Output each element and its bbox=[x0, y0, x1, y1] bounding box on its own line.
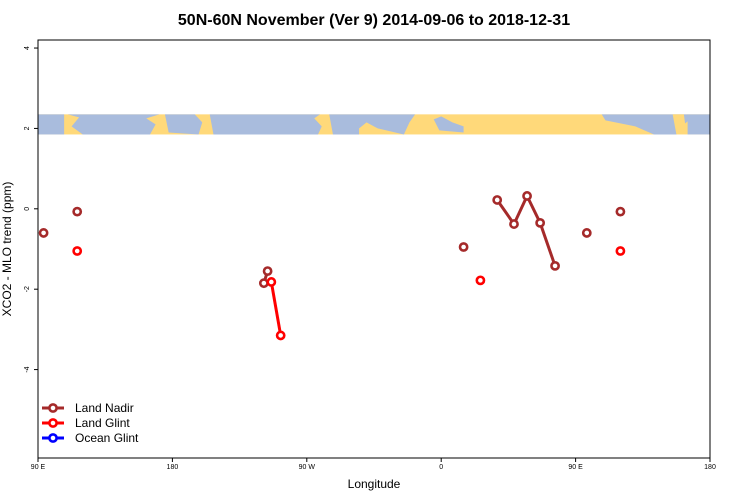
y-tick-label: -2 bbox=[24, 286, 31, 292]
legend-item-land-glint: Land Glint bbox=[42, 416, 130, 430]
data-point-land-glint bbox=[475, 275, 486, 286]
legend-swatch-marker bbox=[48, 403, 58, 413]
map-ocean-region bbox=[433, 116, 464, 133]
map-ocean-region bbox=[67, 114, 160, 135]
map-ocean-region bbox=[38, 114, 65, 135]
data-point-land-nadir bbox=[72, 206, 83, 217]
legend-label: Ocean Glint bbox=[75, 431, 139, 445]
y-tick-label: 0 bbox=[24, 207, 31, 211]
legend-item-land-nadir: Land Nadir bbox=[42, 401, 134, 415]
data-point-land-nadir bbox=[258, 278, 269, 289]
data-point-land-glint bbox=[266, 277, 277, 287]
x-axis: 90 E 180 90 W 0 90 E 180 bbox=[31, 458, 716, 471]
y-axis: 4 2 0 -2 -4 bbox=[24, 46, 38, 373]
data-point-land-nadir bbox=[458, 242, 469, 252]
legend-item-ocean-glint: Ocean Glint bbox=[42, 431, 139, 445]
map-ocean-region bbox=[329, 114, 416, 135]
plot-frame bbox=[37, 39, 711, 459]
data-point-land-nadir bbox=[581, 228, 592, 238]
data-point-land-glint bbox=[72, 246, 83, 256]
y-tick-label: 2 bbox=[24, 126, 31, 130]
series-line-land-nadir bbox=[495, 192, 557, 267]
map-band bbox=[38, 114, 710, 135]
data-point-land-nadir bbox=[509, 219, 519, 229]
y-axis-label: XCO2 - MLO trend (ppm) bbox=[0, 182, 14, 317]
map-ocean-region bbox=[687, 114, 710, 135]
x-tick-label: 90 W bbox=[299, 464, 316, 471]
legend-label: Land Glint bbox=[75, 416, 130, 430]
series-land-glint bbox=[72, 246, 626, 341]
x-tick-label: 90 E bbox=[31, 464, 46, 471]
data-point-land-glint bbox=[275, 330, 286, 341]
data-point-land-nadir bbox=[262, 266, 273, 277]
y-tick-label: -4 bbox=[24, 366, 31, 372]
legend-swatch-marker bbox=[48, 418, 58, 428]
legend-swatch-marker bbox=[48, 433, 58, 443]
data-point-land-nadir bbox=[492, 195, 503, 205]
x-tick-label: 0 bbox=[439, 464, 443, 471]
data-point-land-nadir bbox=[550, 260, 560, 271]
series-land-nadir bbox=[38, 191, 626, 289]
x-tick-label: 180 bbox=[167, 464, 179, 471]
data-point-land-nadir bbox=[38, 228, 49, 238]
x-tick-label: 180 bbox=[704, 464, 716, 471]
chart-title: 50N-60N November (Ver 9) 2014-09-06 to 2… bbox=[178, 12, 570, 29]
data-point-land-nadir bbox=[615, 206, 626, 217]
x-tick-label: 90 E bbox=[568, 464, 583, 471]
x-axis-label: Longitude bbox=[348, 477, 401, 491]
legend-label: Land Nadir bbox=[75, 401, 134, 415]
data-point-land-glint bbox=[615, 246, 626, 256]
y-tick-label: 4 bbox=[24, 46, 31, 50]
map-ocean-region bbox=[209, 114, 322, 135]
map-ocean-region bbox=[601, 114, 692, 135]
data-point-land-nadir bbox=[535, 217, 546, 228]
map-ocean-region bbox=[164, 114, 203, 135]
series-layer bbox=[38, 191, 626, 341]
series-line-land-glint bbox=[269, 281, 283, 336]
map-land-region bbox=[672, 114, 686, 135]
data-point-land-nadir bbox=[522, 191, 532, 201]
